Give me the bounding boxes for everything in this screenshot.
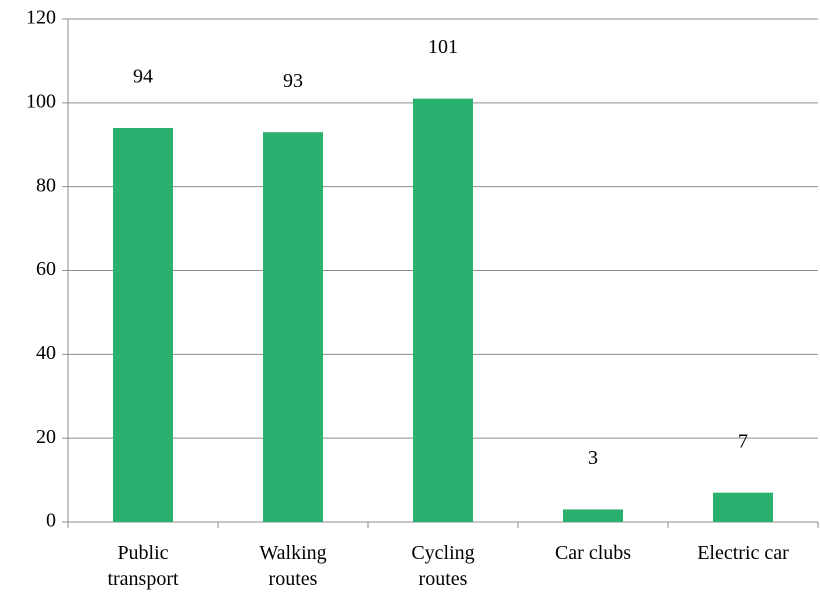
bar (413, 98, 473, 523)
data-label: 101 (428, 36, 458, 58)
bar (113, 127, 173, 522)
x-tick-label: Walking routes (259, 542, 327, 590)
x-tick-label: Public transport (107, 542, 179, 590)
y-tick-label: 40 (36, 342, 56, 364)
y-tick-label: 120 (26, 7, 56, 29)
data-label: 93 (283, 70, 303, 92)
bar (713, 492, 773, 522)
data-label: 94 (133, 66, 153, 88)
x-tick-label: Electric car (697, 542, 789, 564)
y-tick-label: 100 (26, 90, 56, 112)
x-tick-label: Car clubs (554, 542, 632, 564)
bar (563, 509, 623, 522)
y-tick-label: 20 (36, 426, 56, 448)
bar (263, 132, 323, 523)
data-label: 7 (738, 430, 748, 452)
y-tick-label: 60 (36, 258, 56, 280)
y-tick-label: 80 (36, 174, 56, 196)
y-tick-label: 0 (46, 510, 56, 532)
x-tick-label: Cycling routes (411, 542, 475, 590)
data-label: 3 (588, 447, 598, 469)
